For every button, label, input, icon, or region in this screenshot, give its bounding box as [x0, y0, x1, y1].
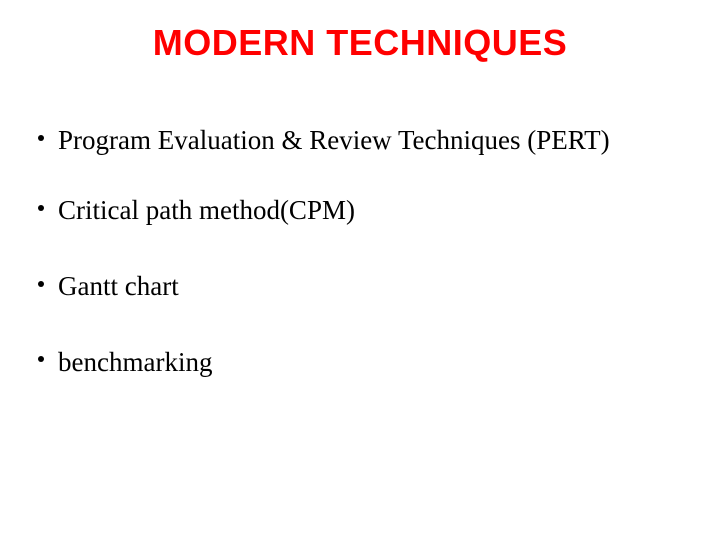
list-item: Gantt chart: [38, 266, 680, 308]
bullet-list: Program Evaluation & Review Techniques (…: [38, 120, 680, 383]
bullet-dot-icon: [38, 281, 44, 287]
list-item: benchmarking: [38, 342, 680, 384]
bullet-text: Critical path method(CPM): [58, 190, 680, 232]
list-item: Critical path method(CPM): [38, 190, 680, 232]
bullet-text: Program Evaluation & Review Techniques (…: [58, 120, 680, 162]
bullet-text: Gantt chart: [58, 266, 680, 308]
bullet-text: benchmarking: [58, 342, 680, 384]
list-item: Program Evaluation & Review Techniques (…: [38, 120, 680, 162]
bullet-dot-icon: [38, 135, 44, 141]
bullet-dot-icon: [38, 205, 44, 211]
slide-title: MODERN TECHNIQUES: [0, 22, 720, 64]
slide: MODERN TECHNIQUES Program Evaluation & R…: [0, 0, 720, 540]
bullet-dot-icon: [38, 356, 44, 362]
